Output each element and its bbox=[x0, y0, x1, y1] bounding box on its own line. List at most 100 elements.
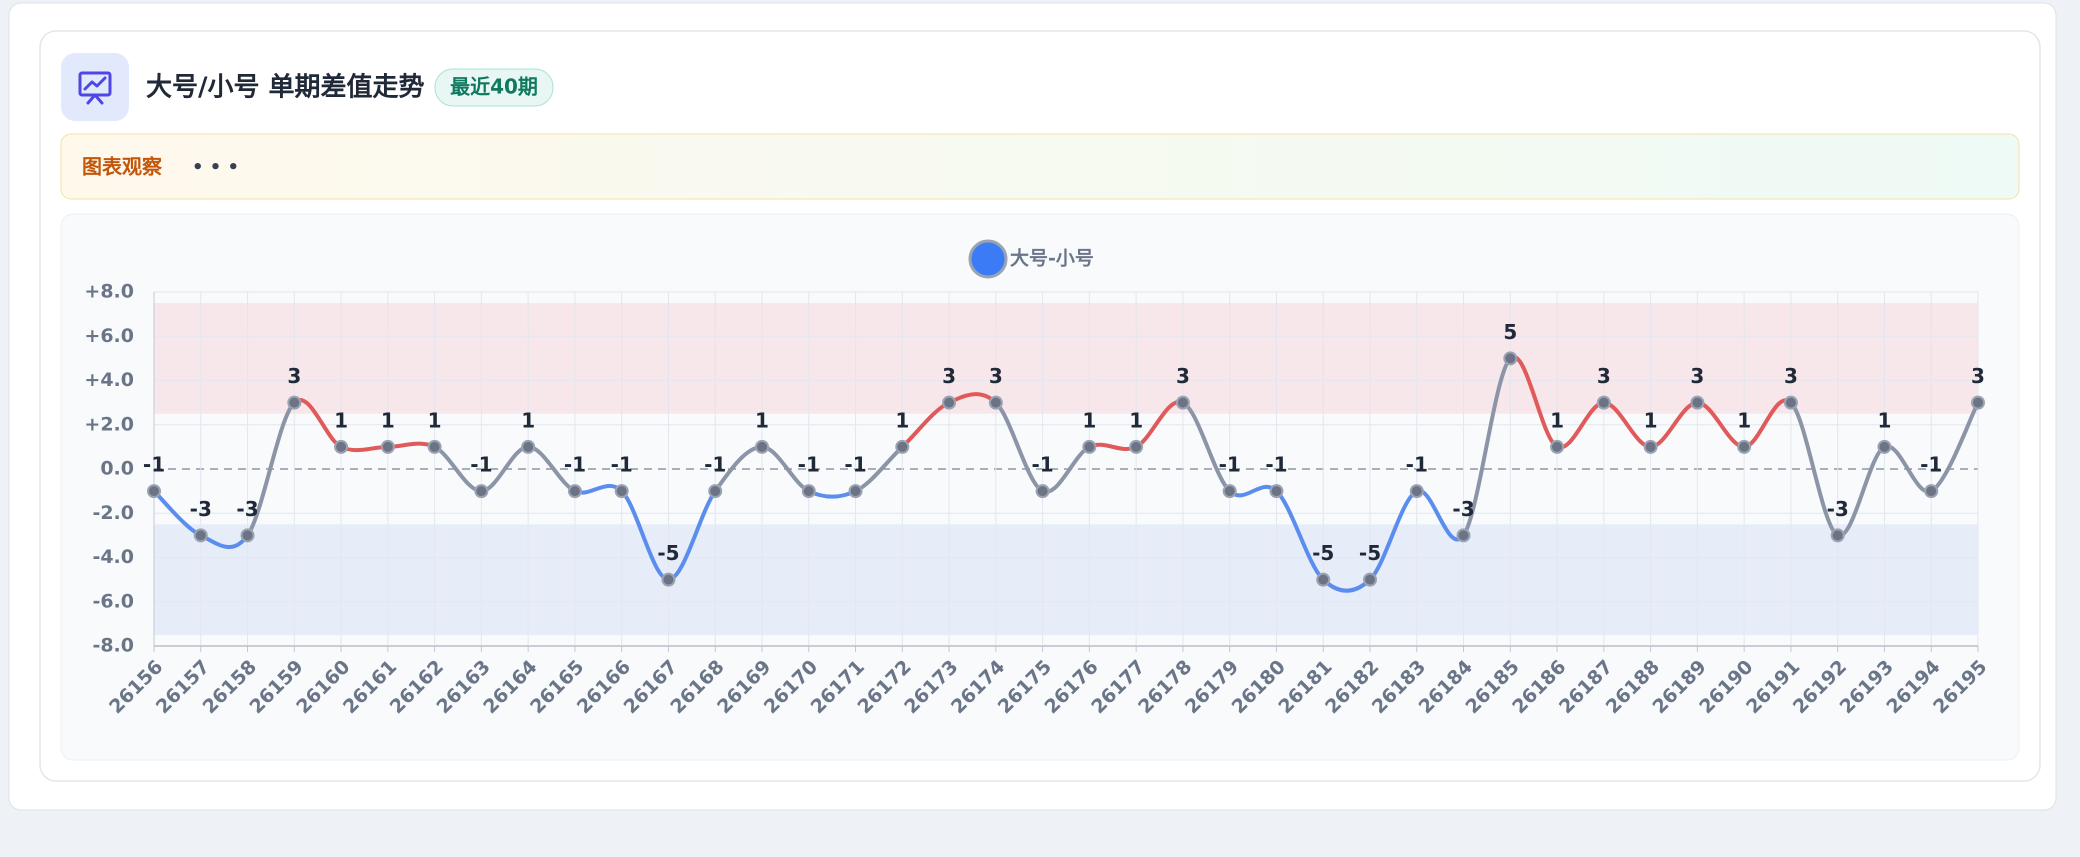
value-label: 1 bbox=[1129, 408, 1143, 432]
value-label: 1 bbox=[334, 408, 348, 432]
chart-icon bbox=[78, 71, 112, 105]
point bbox=[1363, 572, 1377, 587]
y-tick-label: +2.0 bbox=[84, 413, 134, 435]
y-tick-label: -2.0 bbox=[92, 502, 134, 524]
value-label: 1 bbox=[1878, 408, 1892, 432]
value-label: 1 bbox=[1550, 408, 1564, 432]
point bbox=[614, 484, 629, 499]
point bbox=[1643, 439, 1658, 454]
value-label: 1 bbox=[895, 408, 909, 432]
point bbox=[474, 484, 489, 499]
value-label: -1 bbox=[704, 453, 726, 477]
y-tick-label: -4.0 bbox=[92, 546, 134, 568]
legend-label: 大号-小号 bbox=[1010, 247, 1094, 270]
point bbox=[1737, 439, 1752, 454]
value-label: -1 bbox=[143, 453, 165, 477]
line-segment bbox=[245, 400, 297, 538]
value-label: -5 bbox=[1359, 541, 1381, 565]
point bbox=[1316, 572, 1331, 587]
point bbox=[1129, 439, 1144, 454]
line-segment bbox=[1461, 356, 1513, 538]
observation-bar bbox=[60, 133, 2020, 200]
value-label: 1 bbox=[381, 408, 395, 432]
value-label: -1 bbox=[611, 453, 633, 477]
value-label: 3 bbox=[287, 364, 301, 388]
observation-text: • • • bbox=[192, 157, 239, 178]
point bbox=[1877, 439, 1892, 454]
point bbox=[1830, 528, 1845, 543]
value-label: -3 bbox=[190, 497, 212, 521]
point bbox=[287, 395, 302, 410]
title: 大号/小号 单期差值走势 bbox=[146, 72, 425, 103]
value-label: -3 bbox=[1827, 497, 1849, 521]
point bbox=[1783, 395, 1798, 410]
value-label: -3 bbox=[1452, 497, 1474, 521]
point bbox=[240, 528, 255, 543]
value-label: 3 bbox=[1597, 364, 1611, 388]
value-label: 1 bbox=[1644, 408, 1658, 432]
point bbox=[895, 439, 910, 454]
point bbox=[1690, 395, 1705, 410]
point bbox=[1269, 484, 1284, 499]
point bbox=[567, 484, 582, 499]
y-tick-label: +8.0 bbox=[84, 281, 134, 303]
point bbox=[1035, 484, 1050, 499]
value-label: -1 bbox=[798, 453, 820, 477]
value-label: 1 bbox=[428, 408, 442, 432]
point bbox=[1924, 484, 1939, 499]
point bbox=[661, 572, 676, 587]
zone-band bbox=[154, 303, 1978, 414]
point bbox=[848, 484, 863, 499]
value-label: -1 bbox=[1265, 453, 1287, 477]
value-label: -5 bbox=[657, 541, 679, 565]
value-label: -1 bbox=[844, 453, 866, 477]
value-label: 3 bbox=[942, 364, 956, 388]
line-segment bbox=[1274, 489, 1326, 582]
zone-band bbox=[154, 524, 1978, 635]
point bbox=[942, 395, 957, 410]
value-label: -3 bbox=[236, 497, 258, 521]
point bbox=[193, 528, 208, 543]
point bbox=[1175, 395, 1190, 410]
value-label: -1 bbox=[1219, 453, 1241, 477]
point bbox=[427, 439, 442, 454]
point bbox=[1082, 439, 1097, 454]
y-tick-label: -8.0 bbox=[92, 635, 134, 657]
value-label: 3 bbox=[989, 364, 1003, 388]
point bbox=[755, 439, 769, 454]
legend-marker bbox=[968, 239, 1008, 279]
value-label: 1 bbox=[1082, 408, 1096, 432]
y-tick-label: 0.0 bbox=[100, 458, 134, 480]
value-label: 1 bbox=[521, 408, 535, 432]
point bbox=[1550, 439, 1565, 454]
value-label: -5 bbox=[1312, 541, 1334, 565]
y-tick-label: +4.0 bbox=[84, 369, 134, 391]
value-label: 1 bbox=[1737, 408, 1751, 432]
value-label: -1 bbox=[1032, 453, 1054, 477]
point bbox=[147, 484, 161, 499]
point bbox=[708, 484, 723, 499]
point bbox=[521, 439, 536, 454]
icon-box bbox=[61, 53, 129, 121]
y-tick-label: +6.0 bbox=[84, 325, 134, 347]
badge: 最近40期 bbox=[450, 75, 538, 99]
value-label: -1 bbox=[1406, 453, 1428, 477]
point bbox=[1971, 395, 1985, 410]
value-label: 3 bbox=[1176, 364, 1190, 388]
value-label: 1 bbox=[755, 408, 769, 432]
observation-label: 图表观察 bbox=[82, 155, 163, 179]
point bbox=[801, 484, 816, 499]
value-label: 3 bbox=[1971, 364, 1985, 388]
point bbox=[380, 439, 395, 454]
value-label: -1 bbox=[564, 453, 586, 477]
point bbox=[334, 439, 349, 454]
point bbox=[1222, 484, 1237, 499]
y-tick-label: -6.0 bbox=[92, 590, 134, 612]
point bbox=[1503, 351, 1518, 366]
value-label: -1 bbox=[1920, 453, 1942, 477]
badge-bg bbox=[434, 68, 554, 107]
point bbox=[1456, 528, 1471, 543]
value-label: 5 bbox=[1503, 320, 1517, 344]
point bbox=[988, 395, 1003, 410]
